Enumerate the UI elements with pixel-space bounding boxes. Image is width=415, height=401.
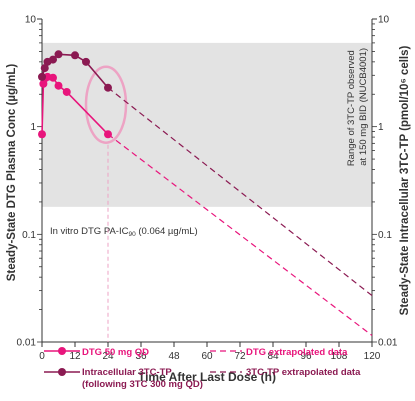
legend-tp-label-line1: Intracellular 3TC-TP (82, 367, 172, 378)
series-1-point-7 (104, 83, 112, 92)
y-tick-label-right: 1 (378, 122, 384, 133)
ic90-label-main: In vitro DTG PA-IC (50, 226, 129, 237)
series-1-point-4 (54, 50, 63, 59)
x-tick-label: 24 (102, 351, 114, 362)
legend-tp-marker (58, 368, 66, 376)
x-tick-label: 84 (267, 351, 279, 362)
y-tick-label-left: 10 (25, 15, 37, 26)
x-axis-title: Time After Last Dose (h) (138, 370, 276, 384)
series-1-point-1 (40, 64, 49, 73)
band-label: Range of 3TC-TP observed at 150 mg BID (… (346, 48, 369, 167)
x-tick-label: 72 (234, 351, 246, 362)
x-tick-label: 60 (201, 351, 213, 362)
highlight-circle (84, 65, 128, 144)
y-tick-label-right: 0.01 (378, 338, 398, 349)
legend-tp-extrap-label: 3TC-TP extrapolated data (246, 367, 361, 378)
y-axis-title-right: Steady-State Intracellular 3TC-TP (pmol/… (399, 45, 411, 315)
series-0-point-0 (38, 130, 46, 139)
y-axis-title-left: Steady-State DTG Plasma Conc (µg/mL) (6, 64, 18, 282)
x-tick-label: 48 (168, 351, 180, 362)
band-label-line1: Range of 3TC-TP observed (346, 50, 357, 166)
x-tick-label: 36 (135, 351, 147, 362)
series-0-point-5 (54, 81, 63, 90)
series-0-point-7 (104, 130, 112, 139)
series-1-point-6 (82, 57, 90, 66)
legend-tp-label: Intracellular 3TC-TP (following 3TC 300 … (82, 367, 203, 390)
ic90-annotation: In vitro DTG PA-IC90 (0.064 µg/mL) (50, 226, 198, 238)
series-1-point-3 (49, 55, 57, 64)
legend-tp-label-line2: (following 3TC 300 mg QD) (82, 379, 203, 390)
legend: DTG 50 mg QD Intracellular 3TC-TP (follo… (44, 347, 361, 390)
y-tick-label-right: 0.1 (378, 230, 392, 241)
series-1-point-5 (71, 51, 79, 60)
series-0-extrapolation (107, 133, 373, 336)
y-tick-label-left: 0.1 (22, 230, 36, 241)
axis-ticks (37, 18, 377, 347)
y-tick-label-left: 0.01 (17, 338, 37, 349)
x-tick-label: 12 (69, 351, 81, 362)
ic90-label-tail: (0.064 µg/mL) (136, 226, 198, 237)
y-tick-label-right: 10 (378, 15, 390, 26)
x-tick-label: 96 (300, 351, 312, 362)
ic90-label-sub: 90 (128, 231, 136, 238)
legend-dtg-marker (58, 347, 66, 355)
x-tick-label: 120 (364, 351, 381, 362)
series-1-extrapolation (107, 87, 373, 297)
y-tick-label-left: 1 (30, 122, 36, 133)
x-tick-label: 108 (331, 351, 348, 362)
legend-dtg-label: DTG 50 mg QD (82, 347, 149, 358)
band-label-line2: at 150 mg BID (NUCB4001) (358, 48, 369, 166)
series-0-point-6 (62, 87, 71, 96)
legend-dtg-extrap-label: DTG extrapolated data (246, 347, 348, 358)
series-layer (38, 50, 373, 336)
series-0-point-4 (49, 73, 57, 82)
axis-tick-labels: 0 12 24 36 48 60 72 84 96 108 120 10 10 1 1 0.1 0.1 0.01 0… (17, 15, 398, 363)
series-1-point-0 (38, 72, 46, 81)
x-tick-label: 0 (39, 351, 45, 362)
